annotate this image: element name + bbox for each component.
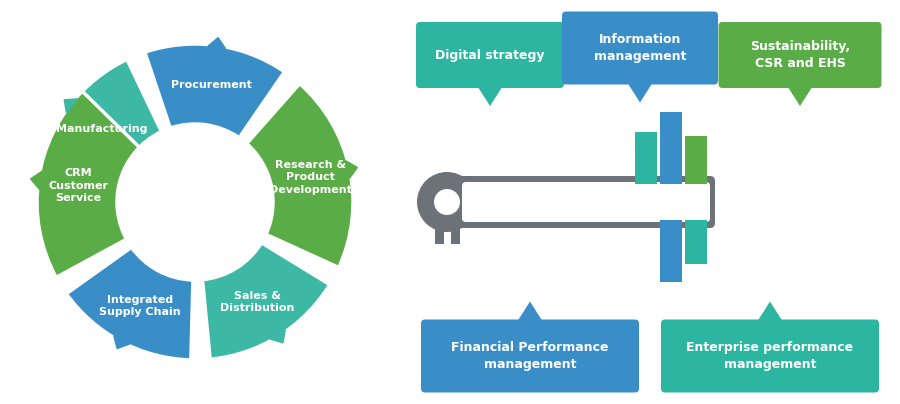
- Bar: [635, 132, 657, 184]
- Polygon shape: [626, 80, 654, 103]
- FancyBboxPatch shape: [562, 11, 718, 84]
- Text: Financial Performance
management: Financial Performance management: [451, 341, 608, 371]
- Polygon shape: [208, 38, 226, 49]
- Text: Manufacturing: Manufacturing: [57, 124, 148, 135]
- Polygon shape: [64, 99, 77, 113]
- Wedge shape: [37, 91, 140, 278]
- FancyBboxPatch shape: [416, 22, 564, 88]
- FancyBboxPatch shape: [421, 320, 639, 393]
- Wedge shape: [67, 247, 193, 360]
- Polygon shape: [31, 171, 41, 189]
- Polygon shape: [476, 84, 504, 106]
- Polygon shape: [270, 330, 285, 343]
- Circle shape: [121, 128, 269, 276]
- Bar: [685, 136, 707, 184]
- Bar: [660, 220, 682, 282]
- Polygon shape: [346, 161, 357, 179]
- FancyBboxPatch shape: [462, 182, 710, 222]
- Wedge shape: [247, 84, 353, 267]
- Text: Integrated
Supply Chain: Integrated Supply Chain: [99, 295, 180, 318]
- Text: Information
management: Information management: [594, 33, 686, 63]
- Text: Digital strategy: Digital strategy: [436, 48, 544, 61]
- Text: Research &
Product
Development: Research & Product Development: [269, 160, 352, 195]
- FancyBboxPatch shape: [457, 176, 715, 228]
- Polygon shape: [113, 335, 130, 349]
- Wedge shape: [145, 44, 284, 138]
- FancyBboxPatch shape: [718, 22, 881, 88]
- Circle shape: [434, 189, 460, 215]
- Bar: [660, 112, 682, 184]
- Text: Sales &
Distribution: Sales & Distribution: [220, 291, 294, 313]
- Bar: [685, 220, 707, 264]
- Text: CRM
Customer
Service: CRM Customer Service: [48, 168, 108, 203]
- Bar: [435, 228, 444, 244]
- Polygon shape: [786, 84, 814, 106]
- Text: Enterprise performance
management: Enterprise performance management: [687, 341, 853, 371]
- Bar: [451, 228, 460, 244]
- Polygon shape: [516, 301, 544, 324]
- FancyBboxPatch shape: [661, 320, 879, 393]
- Text: Procurement: Procurement: [171, 80, 252, 90]
- Polygon shape: [756, 301, 784, 324]
- Wedge shape: [202, 243, 329, 359]
- Wedge shape: [40, 59, 161, 187]
- Text: Sustainability,
CSR and EHS: Sustainability, CSR and EHS: [750, 40, 850, 70]
- Circle shape: [417, 172, 477, 232]
